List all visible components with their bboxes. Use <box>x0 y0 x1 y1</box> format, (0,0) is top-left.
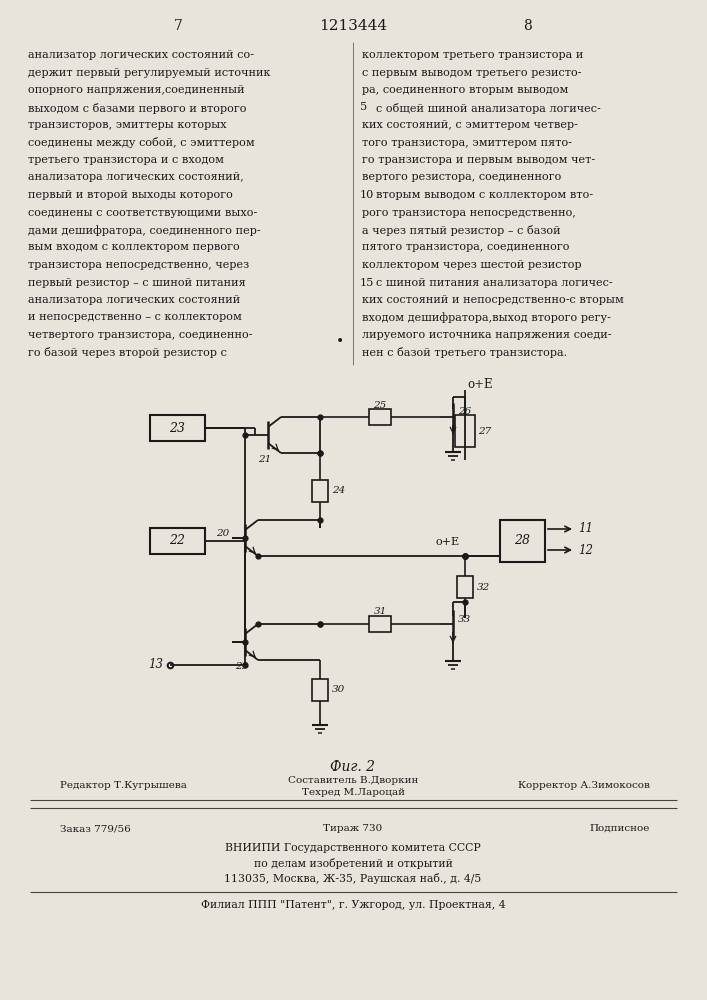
Text: Фиг. 2: Фиг. 2 <box>330 760 375 774</box>
Text: Редактор Т.Кугрышева: Редактор Т.Кугрышева <box>60 781 187 790</box>
Text: 10: 10 <box>360 190 374 200</box>
Bar <box>369 616 391 632</box>
Text: Заказ 779/56: Заказ 779/56 <box>60 824 131 833</box>
Text: опорного напряжения,соединенный: опорного напряжения,соединенный <box>28 85 245 95</box>
Text: 31: 31 <box>373 607 387 616</box>
Text: с шиной питания анализатора логичес-: с шиной питания анализатора логичес- <box>376 277 613 288</box>
Text: 1213444: 1213444 <box>319 19 387 33</box>
Text: o+E: o+E <box>467 378 493 391</box>
Text: 15: 15 <box>360 277 375 288</box>
Text: соединены между собой, с эмиттером: соединены между собой, с эмиттером <box>28 137 255 148</box>
Text: того транзистора, эмиттером пято-: того транзистора, эмиттером пято- <box>362 137 572 147</box>
Text: Тираж 730: Тираж 730 <box>323 824 382 833</box>
Text: Подписное: Подписное <box>590 824 650 833</box>
Text: Корректор А.Зимокосов: Корректор А.Зимокосов <box>518 781 650 790</box>
Text: 29: 29 <box>235 662 249 671</box>
Text: анализатора логических состояний,: анализатора логических состояний, <box>28 172 244 182</box>
Text: 25: 25 <box>373 400 387 410</box>
Text: 8: 8 <box>524 19 532 33</box>
Text: ВНИИПИ Государственного комитета СССР: ВНИИПИ Государственного комитета СССР <box>225 843 481 853</box>
Text: нен с базой третьего транзистора.: нен с базой третьего транзистора. <box>362 348 567 359</box>
Text: Филиал ППП "Патент", г. Ужгород, ул. Проектная, 4: Филиал ППП "Патент", г. Ужгород, ул. Про… <box>201 900 506 910</box>
Bar <box>150 415 205 441</box>
Text: коллектором через шестой резистор: коллектором через шестой резистор <box>362 260 582 270</box>
Text: коллектором третьего транзистора и: коллектором третьего транзистора и <box>362 50 583 60</box>
Text: транзисторов, эмиттеры которых: транзисторов, эмиттеры которых <box>28 120 227 130</box>
Bar <box>312 480 328 502</box>
Bar <box>150 528 205 554</box>
Text: выходом с базами первого и второго: выходом с базами первого и второго <box>28 103 247 113</box>
Text: транзистора непосредственно, через: транзистора непосредственно, через <box>28 260 249 270</box>
Text: 24: 24 <box>332 486 345 495</box>
Text: 20: 20 <box>216 528 229 538</box>
Text: 13: 13 <box>148 658 163 672</box>
Text: четвертого транзистора, соединенно-: четвертого транзистора, соединенно- <box>28 330 252 340</box>
Text: первый резистор – с шиной питания: первый резистор – с шиной питания <box>28 277 246 288</box>
Bar <box>369 409 391 425</box>
Bar <box>457 576 473 598</box>
Text: вым входом с коллектором первого: вым входом с коллектором первого <box>28 242 240 252</box>
Text: 33: 33 <box>458 614 472 624</box>
Text: o+E: o+E <box>436 537 460 547</box>
Text: •: • <box>336 334 344 348</box>
Text: пятого транзистора, соединенного: пятого транзистора, соединенного <box>362 242 570 252</box>
Text: го базой через второй резистор с: го базой через второй резистор с <box>28 348 227 359</box>
Text: 21: 21 <box>258 455 271 464</box>
Text: 23: 23 <box>170 422 185 434</box>
Text: 7: 7 <box>173 19 182 33</box>
Text: 27: 27 <box>478 426 491 436</box>
Text: 32: 32 <box>477 582 490 591</box>
Text: 28: 28 <box>515 534 530 548</box>
Text: держит первый регулируемый источник: держит первый регулируемый источник <box>28 68 271 78</box>
Text: Техред М.Лароцай: Техред М.Лароцай <box>301 788 404 797</box>
Text: с первым выводом третьего резисто-: с первым выводом третьего резисто- <box>362 68 581 78</box>
Text: ра, соединенного вторым выводом: ра, соединенного вторым выводом <box>362 85 568 95</box>
Text: соединены с соответствующими выхо-: соединены с соответствующими выхо- <box>28 208 257 218</box>
Text: третьего транзистора и с входом: третьего транзистора и с входом <box>28 155 224 165</box>
Text: лируемого источника напряжения соеди-: лируемого источника напряжения соеди- <box>362 330 612 340</box>
Bar <box>500 520 545 562</box>
Text: ких состояний, с эмиттером четвер-: ких состояний, с эмиттером четвер- <box>362 120 578 130</box>
Text: анализатор логических состояний со-: анализатор логических состояний со- <box>28 50 254 60</box>
Text: 11: 11 <box>578 522 593 536</box>
Text: вертого резистора, соединенного: вертого резистора, соединенного <box>362 172 561 182</box>
Text: дами дешифратора, соединенного пер-: дами дешифратора, соединенного пер- <box>28 225 261 236</box>
Text: входом дешифратора,выход второго регу-: входом дешифратора,выход второго регу- <box>362 312 611 323</box>
Text: с общей шиной анализатора логичес-: с общей шиной анализатора логичес- <box>376 103 601 113</box>
Text: 22: 22 <box>170 534 185 548</box>
Text: 113035, Москва, Ж-35, Раушская наб., д. 4/5: 113035, Москва, Ж-35, Раушская наб., д. … <box>224 873 481 884</box>
Text: 12: 12 <box>578 544 593 556</box>
Text: первый и второй выходы которого: первый и второй выходы которого <box>28 190 233 200</box>
Text: вторым выводом с коллектором вто-: вторым выводом с коллектором вто- <box>376 190 593 200</box>
Text: 5: 5 <box>360 103 367 112</box>
Text: по делам изобретений и открытий: по делам изобретений и открытий <box>254 858 452 869</box>
Text: анализатора логических состояний: анализатора логических состояний <box>28 295 240 305</box>
Text: ких состояний и непосредственно-с вторым: ких состояний и непосредственно-с вторым <box>362 295 624 305</box>
Text: а через пятый резистор – с базой: а через пятый резистор – с базой <box>362 225 561 236</box>
Text: и непосредственно – с коллектором: и непосредственно – с коллектором <box>28 312 242 322</box>
Text: рого транзистора непосредственно,: рого транзистора непосредственно, <box>362 208 576 218</box>
Text: го транзистора и первым выводом чет-: го транзистора и первым выводом чет- <box>362 155 595 165</box>
Text: Составитель В.Дворкин: Составитель В.Дворкин <box>288 776 418 785</box>
Text: 26: 26 <box>458 408 472 416</box>
Bar <box>455 415 475 447</box>
Bar <box>312 679 328 701</box>
Text: 30: 30 <box>332 686 345 694</box>
